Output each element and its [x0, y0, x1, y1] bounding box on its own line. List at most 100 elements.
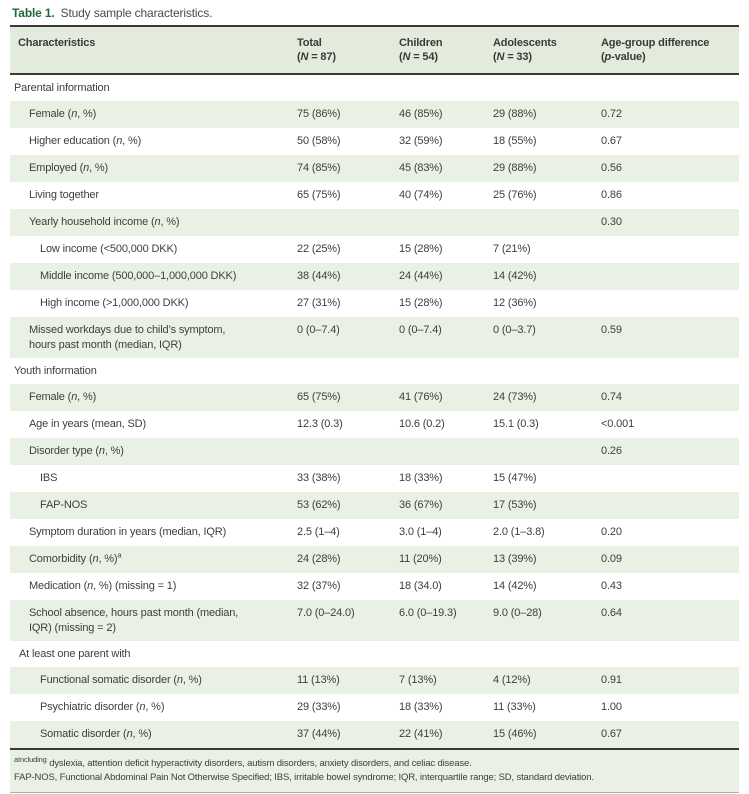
- cell-total: 24 (28%): [297, 553, 341, 565]
- cell-children: 32 (59%): [399, 135, 443, 147]
- cell-adolescents: 0 (0–3.7): [493, 324, 536, 336]
- cell-total: 38 (44%): [297, 270, 341, 282]
- section-label: At least one parent with: [19, 648, 131, 660]
- table-row: High income (>1,000,000 DKK) 27 (31%) 15 (…: [10, 290, 739, 317]
- cell-characteristic: FAP-NOS: [40, 499, 88, 511]
- cell-children: 0 (0–7.4): [399, 324, 442, 336]
- cell-adolescents: 15 (46%): [493, 728, 537, 740]
- section-label: Parental information: [14, 82, 110, 94]
- cell-total: 27 (31%): [297, 297, 341, 309]
- cell-adolescents: 29 (88%): [493, 162, 537, 174]
- cell-children: 15 (28%): [399, 243, 443, 255]
- table-row: FAP-NOS 53 (62%) 36 (67%) 17 (53%): [10, 492, 739, 519]
- cell-characteristic: School absence, hours past month (median…: [29, 607, 239, 634]
- cell-adolescents: 29 (88%): [493, 108, 537, 120]
- section-row: Youth information: [10, 358, 739, 384]
- cell-children: 7 (13%): [399, 674, 437, 686]
- table-caption: Table 1. Study sample characteristics.: [10, 0, 739, 25]
- table-header-row: Characteristics Total (N = 87) Children (N =…: [10, 25, 739, 75]
- cell-p-value: 0.59: [601, 324, 622, 336]
- cell-adolescents: 13 (39%): [493, 553, 537, 565]
- cell-adolescents: 7 (21%): [493, 243, 531, 255]
- cell-children: 11 (20%): [399, 553, 442, 565]
- cell-total: 29 (33%): [297, 701, 341, 713]
- cell-characteristic: Middle income (500,000–1,000,000 DKK): [40, 270, 237, 282]
- cell-characteristic: Missed workdays due to child’s symptom, h…: [29, 324, 226, 351]
- cell-children: 40 (74%): [399, 189, 443, 201]
- cell-p-value: 0.86: [601, 189, 622, 201]
- cell-adolescents: 12 (36%): [493, 297, 537, 309]
- section-row: Parental information: [10, 75, 739, 101]
- cell-adolescents: [493, 438, 601, 450]
- cell-p-value: [601, 465, 739, 477]
- table-row: Disorder type (n, %) 0.26: [10, 438, 739, 465]
- cell-characteristic: Employed (n, %): [29, 162, 109, 174]
- cell-p-value: 0.20: [601, 526, 622, 538]
- header-cell-p-value: Age-group difference (p-value): [601, 37, 710, 63]
- footnote-line: FAP-NOS, Functional Abdominal Pain Not O…: [14, 771, 594, 783]
- table-row: IBS 33 (38%) 18 (33%) 15 (47%): [10, 465, 739, 492]
- cell-p-value: [601, 492, 739, 504]
- cell-children: 3.0 (1–4): [399, 526, 442, 538]
- cell-total: 22 (25%): [297, 243, 341, 255]
- cell-total: 0 (0–7.4): [297, 324, 340, 336]
- cell-p-value: [601, 290, 739, 302]
- table-footnotes: aIncluding dyslexia, attention deficit h…: [10, 748, 739, 793]
- table-body: Parental information Female (n, %) 75 (86%…: [10, 75, 739, 748]
- cell-children: [399, 438, 493, 450]
- cell-characteristic: IBS: [40, 472, 58, 484]
- cell-total: [297, 438, 399, 450]
- cell-adolescents: 2.0 (1–3.8): [493, 526, 545, 538]
- cell-children: [399, 209, 493, 221]
- cell-p-value: 0.43: [601, 580, 622, 592]
- cell-characteristic: Female (n, %): [29, 108, 97, 120]
- cell-characteristic: Disorder type (n, %): [29, 445, 124, 457]
- cell-total: [297, 209, 399, 221]
- cell-total: 53 (62%): [297, 499, 341, 511]
- table-row: School absence, hours past month (median…: [10, 600, 739, 641]
- cell-characteristic: Somatic disorder (n, %): [40, 728, 152, 740]
- cell-children: 45 (83%): [399, 162, 443, 174]
- cell-characteristic: Female (n, %): [29, 391, 97, 403]
- cell-children: 46 (85%): [399, 108, 443, 120]
- cell-characteristic: Psychiatric disorder (n, %): [40, 701, 165, 713]
- cell-p-value: 0.56: [601, 162, 622, 174]
- table-row: Somatic disorder (n, %) 37 (44%) 22 (41%) 1…: [10, 721, 739, 748]
- cell-total: 33 (38%): [297, 472, 341, 484]
- cell-characteristic: Functional somatic disorder (n, %): [40, 674, 202, 686]
- header-cell-total: Total (N = 87): [297, 37, 336, 63]
- cell-children: 6.0 (0–19.3): [399, 607, 457, 619]
- cell-adolescents: 17 (53%): [493, 499, 537, 511]
- cell-adolescents: 15.1 (0.3): [493, 418, 539, 430]
- cell-total: 65 (75%): [297, 391, 341, 403]
- table-row: Comorbidity (n, %)a 24 (28%) 11 (20%) 13 (3…: [10, 546, 739, 573]
- cell-adolescents: 25 (76%): [493, 189, 537, 201]
- cell-p-value: 0.91: [601, 674, 622, 686]
- cell-children: 18 (33%): [399, 472, 443, 484]
- cell-children: 24 (44%): [399, 270, 443, 282]
- cell-p-value: [601, 236, 739, 248]
- footnote-line: aIncluding dyslexia, attention deficit h…: [14, 754, 472, 769]
- table-row: Psychiatric disorder (n, %) 29 (33%) 18 (3…: [10, 694, 739, 721]
- table-row: Living together 65 (75%) 40 (74%) 25 (76%) 0…: [10, 182, 739, 209]
- cell-children: 15 (28%): [399, 297, 443, 309]
- cell-adolescents: [493, 209, 601, 221]
- cell-p-value: 1.00: [601, 701, 622, 713]
- cell-characteristic: Age in years (mean, SD): [29, 418, 146, 430]
- cell-p-value: 0.09: [601, 553, 622, 565]
- table-row: Female (n, %) 65 (75%) 41 (76%) 24 (73%) 0.7…: [10, 384, 739, 411]
- cell-adolescents: 4 (12%): [493, 674, 531, 686]
- table-row: Missed workdays due to child’s symptom, h…: [10, 317, 739, 358]
- cell-children: 10.6 (0.2): [399, 418, 445, 430]
- cell-total: 50 (58%): [297, 135, 341, 147]
- cell-characteristic: Medication (n, %) (missing = 1): [29, 580, 177, 592]
- cell-p-value: 0.30: [601, 216, 622, 228]
- cell-total: 37 (44%): [297, 728, 341, 740]
- header-cell-adolescents: Adolescents (N = 33): [493, 37, 557, 63]
- cell-characteristic: Comorbidity (n, %)a: [29, 550, 122, 565]
- table-row: Employed (n, %) 74 (85%) 45 (83%) 29 (88%) 0…: [10, 155, 739, 182]
- table-row: Female (n, %) 75 (86%) 46 (85%) 29 (88%) 0.7…: [10, 101, 739, 128]
- cell-adolescents: 14 (42%): [493, 270, 537, 282]
- cell-total: 12.3 (0.3): [297, 418, 343, 430]
- header-cell-children: Children (N = 54): [399, 37, 443, 63]
